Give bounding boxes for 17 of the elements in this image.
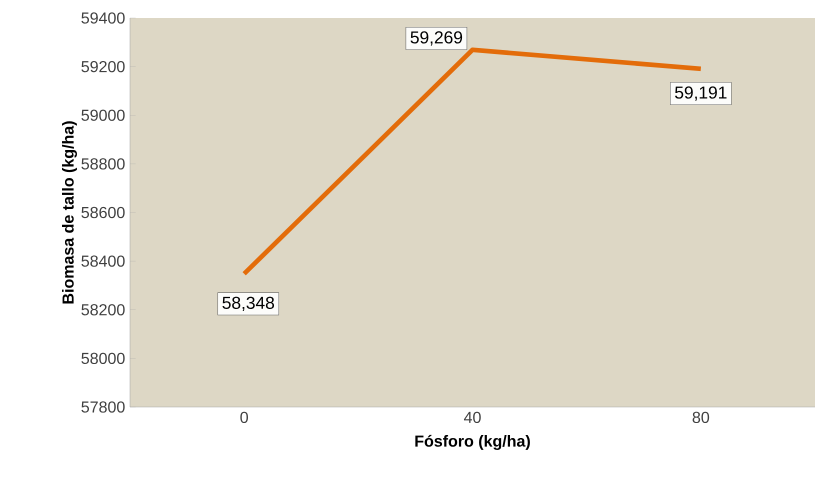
y-tick-label: 58400 xyxy=(81,255,125,267)
x-tick-label: 40 xyxy=(464,412,481,424)
data-label: 59,269 xyxy=(410,31,462,46)
data-label: 59,191 xyxy=(675,86,726,101)
y-tick-label: 59000 xyxy=(81,110,125,121)
x-tick-label: 0 xyxy=(240,412,248,424)
x-tick-label: 80 xyxy=(692,412,710,424)
y-axis-title: Biomasa de tallo (kg/ha) xyxy=(62,121,77,304)
y-tick-label: 59400 xyxy=(81,12,125,24)
y-tick-label: 58000 xyxy=(81,352,125,364)
y-tick-label: 58200 xyxy=(81,304,125,316)
x-axis-title: Fósforo (kg/ha) xyxy=(415,434,530,450)
y-tick-label: 58600 xyxy=(81,206,125,218)
y-tick-label: 57800 xyxy=(81,401,125,413)
y-tick-label: 59200 xyxy=(81,60,125,72)
y-tick-label: 58800 xyxy=(81,158,125,170)
data-label: 58,348 xyxy=(222,296,274,312)
